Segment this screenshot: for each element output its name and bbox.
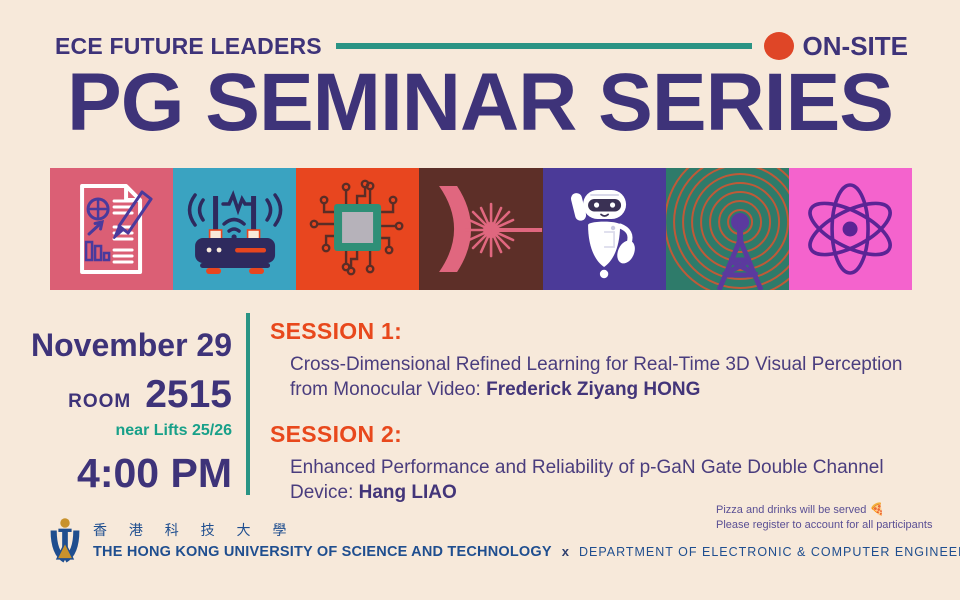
sessions: SESSION 1: Cross-Dimensional Refined Lea…	[270, 318, 930, 524]
page-title: PG SEMINAR SERIES	[67, 57, 894, 148]
laser-icon	[439, 186, 543, 272]
university-name-cjk: 香 港 科 技 大 學	[93, 522, 296, 538]
separator-x: x	[561, 544, 569, 559]
onsite-badge: ON-SITE	[802, 30, 908, 61]
vertical-divider	[246, 313, 250, 495]
session-2: SESSION 2: Enhanced Performance and Reli…	[270, 421, 930, 505]
session-2-body: Enhanced Performance and Reliability of …	[270, 455, 930, 505]
session-1-label: SESSION 1:	[270, 318, 403, 344]
onsite-dot-icon	[763, 32, 794, 60]
note-line-2: Please register to account for all parti…	[716, 518, 933, 531]
department-name: DEPARTMENT OF ELECTRONIC & COMPUTER ENGI…	[578, 545, 960, 559]
university-row: THE HONG KONG UNIVERSITY OF SCIENCE AND …	[93, 544, 960, 560]
icon-tile-strip	[50, 168, 912, 290]
session-1-title: Cross-Dimensional Refined Learning for R…	[290, 354, 903, 401]
room-number: 2515	[145, 373, 232, 416]
hkust-logo	[50, 518, 80, 563]
session-2-speaker: Hang LIAO	[358, 482, 457, 504]
header: ECE FUTURE LEADERS ON-SITE	[55, 31, 908, 61]
tile-antenna	[665, 168, 789, 290]
robot-icon	[570, 190, 635, 279]
series-brand: ECE FUTURE LEADERS	[55, 32, 322, 59]
microchip-icon	[309, 179, 404, 276]
tile-atom	[788, 168, 912, 290]
room-row: ROOM 2515	[20, 373, 232, 417]
report-chart-icon	[80, 184, 153, 274]
tile-report	[50, 168, 174, 290]
registration-note: Pizza and drinks will be served 🍕 Please…	[716, 501, 932, 533]
room-label: ROOM	[68, 391, 132, 412]
note-line-1: Pizza and drinks will be served 🍕	[716, 502, 885, 516]
university-name-en: THE HONG KONG UNIVERSITY OF SCIENCE AND …	[93, 544, 552, 560]
tile-router	[173, 168, 297, 290]
session-1: SESSION 1: Cross-Dimensional Refined Lea…	[270, 318, 930, 402]
session-1-body: Cross-Dimensional Refined Learning for R…	[270, 352, 930, 402]
footer-text: 香 港 科 技 大 學 THE HONG KONG UNIVERSITY OF …	[93, 517, 960, 560]
session-1-speaker: Frederick Ziyang HONG	[486, 379, 701, 401]
antenna-radar-icon	[665, 168, 789, 290]
footer: 香 港 科 技 大 學 THE HONG KONG UNIVERSITY OF …	[48, 517, 960, 563]
location-note: near Lifts 25/26	[115, 422, 233, 439]
tile-microchip	[296, 168, 420, 290]
tile-laser	[419, 168, 543, 290]
event-time: 4:00 PM	[77, 450, 232, 496]
event-date: November 29	[31, 327, 232, 363]
session-2-title: Enhanced Performance and Reliability of …	[290, 457, 884, 504]
atom-icon	[808, 183, 892, 275]
wifi-router-icon	[187, 190, 283, 274]
session-2-label: SESSION 2:	[270, 421, 403, 448]
event-info: November 29 ROOM 2515 near Lifts 25/26 4…	[20, 327, 232, 497]
divider-line	[335, 43, 752, 49]
pizza-icon: 🍕	[869, 502, 885, 516]
tile-robot	[542, 168, 666, 290]
